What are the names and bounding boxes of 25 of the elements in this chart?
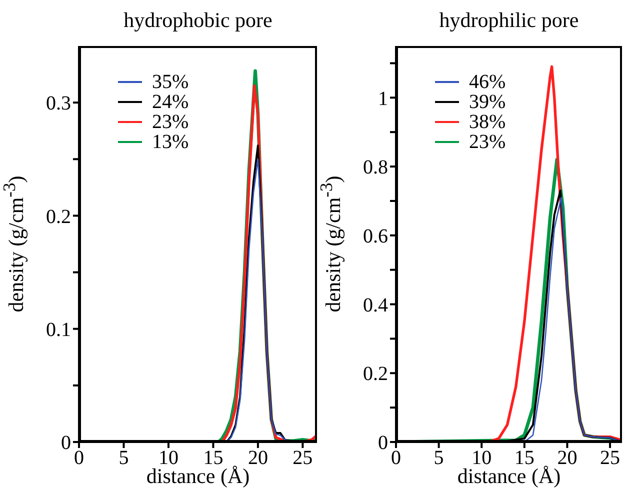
y-tick-label: 0 xyxy=(378,432,388,454)
legend-label: 35% xyxy=(152,71,189,93)
y-tick-label: 0.2 xyxy=(46,206,71,228)
legend-label: 23% xyxy=(152,111,189,133)
chart-title: hydrophilic pore xyxy=(438,8,580,33)
legend-label: 23% xyxy=(469,131,506,153)
y-tick-label: 0.6 xyxy=(363,225,388,248)
y-tick-label: 0.8 xyxy=(363,156,388,179)
y-tick-label: 0 xyxy=(61,432,71,454)
legend-label: 46% xyxy=(469,71,506,93)
legend-label: 39% xyxy=(469,91,506,113)
x-tick-label: 5 xyxy=(118,447,129,470)
y-tick-label: 0.3 xyxy=(46,92,71,115)
x-tick-label: 5 xyxy=(434,447,444,470)
x-tick-label: 20 xyxy=(248,447,268,470)
y-tick-label: 1 xyxy=(378,88,388,110)
legend-label: 24% xyxy=(152,91,189,113)
legend-label: 38% xyxy=(469,111,506,133)
y-tick-label: 0.2 xyxy=(363,363,388,386)
x-tick-label: 25 xyxy=(292,447,313,470)
x-tick-label: 25 xyxy=(600,447,620,470)
legend-label: 13% xyxy=(152,131,189,153)
y-tick-label: 0.4 xyxy=(363,294,388,316)
chart-title: hydrophobic pore xyxy=(122,8,274,33)
y-tick-label: 0.1 xyxy=(46,318,71,341)
